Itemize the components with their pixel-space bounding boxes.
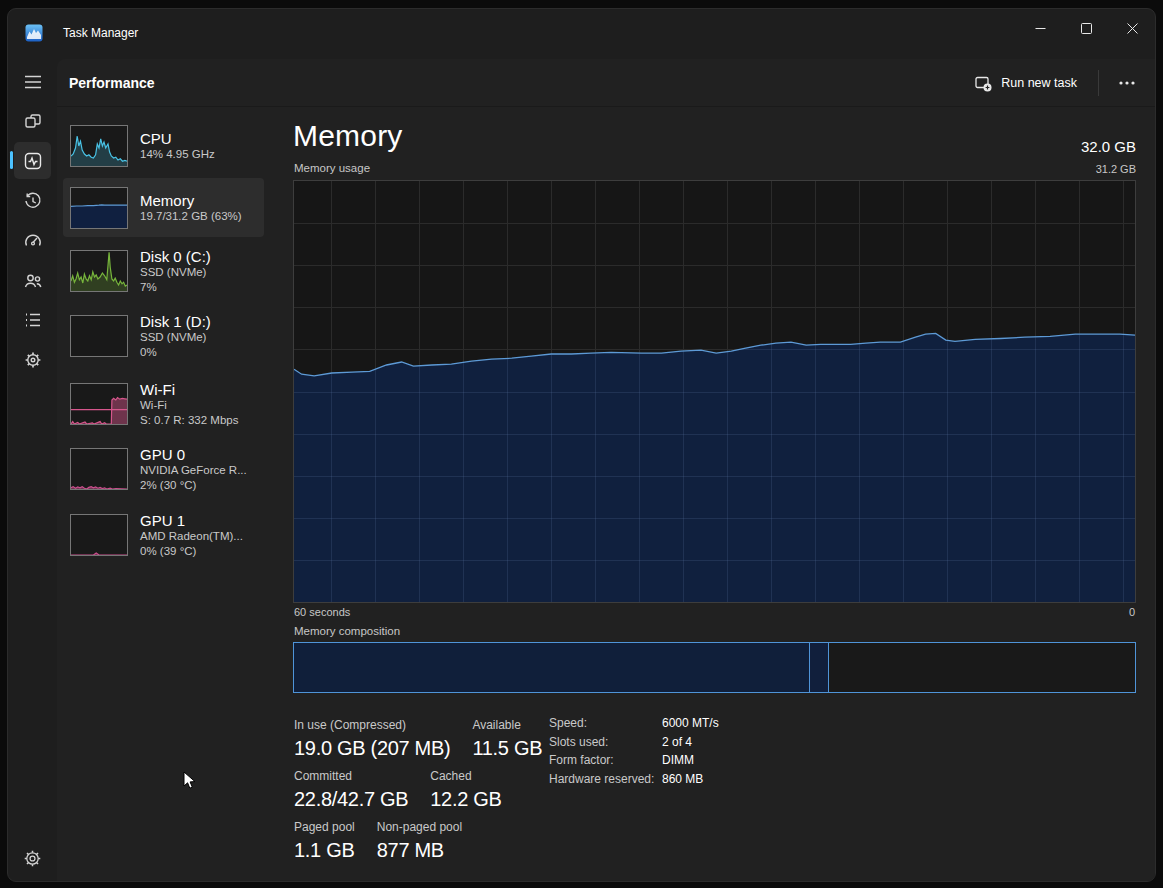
stat-available: Available11.5 GB bbox=[472, 718, 542, 761]
perf-item-sub: SSD (NVMe) bbox=[140, 330, 211, 345]
memory-title: Memory bbox=[293, 119, 403, 153]
perf-item-disk0[interactable]: Disk 0 (C:)SSD (NVMe)7% bbox=[63, 240, 264, 302]
memory-composition-bar[interactable] bbox=[293, 642, 1136, 693]
perf-item-title: Disk 1 (D:) bbox=[140, 313, 211, 330]
maximize-button[interactable] bbox=[1063, 9, 1109, 34]
stat-non-paged-pool: Non-paged pool877 MB bbox=[377, 820, 462, 863]
sidebar-item-details[interactable] bbox=[14, 301, 51, 338]
perf-item-sub: NVIDIA GeForce R... bbox=[140, 463, 247, 478]
composition-modified-segment bbox=[810, 643, 829, 692]
stat-cached: Cached12.2 GB bbox=[430, 769, 501, 812]
perf-item-title: Disk 0 (C:) bbox=[140, 248, 211, 265]
perf-item-sub: 0% bbox=[140, 345, 211, 360]
page-title: Performance bbox=[69, 59, 155, 107]
composition-in-use-segment bbox=[294, 643, 810, 692]
minimize-icon bbox=[1035, 23, 1046, 34]
graph-x-axis: 60 seconds 0 bbox=[294, 606, 1135, 618]
sidebar-item-startup-apps[interactable] bbox=[14, 222, 51, 259]
cpu-sparkline bbox=[70, 125, 128, 167]
perf-item-sub: 0% (39 °C) bbox=[140, 544, 243, 559]
content-panel: Performance Run new task bbox=[57, 59, 1155, 881]
hamburger-icon bbox=[24, 75, 42, 89]
sidebar-item-users[interactable] bbox=[14, 262, 51, 299]
sidebar-item-processes[interactable] bbox=[14, 103, 51, 140]
detail-speed: Speed:6000 MT/s bbox=[549, 717, 719, 730]
minimize-button[interactable] bbox=[1017, 9, 1063, 34]
perf-item-sub: S: 0.7 R: 332 Mbps bbox=[140, 413, 238, 428]
graph-scale-max: 31.2 GB bbox=[1096, 163, 1136, 175]
perf-item-title: Memory bbox=[140, 192, 242, 209]
titlebar: Task Manager bbox=[8, 9, 1155, 59]
x-axis-left-label: 60 seconds bbox=[294, 606, 350, 618]
performance-icon bbox=[23, 151, 43, 171]
sidebar-item-performance[interactable] bbox=[14, 142, 51, 179]
perf-item-gpu1[interactable]: GPU 1AMD Radeon(TM)...0% (39 °C) bbox=[63, 504, 264, 566]
memory-hardware-details: Speed:6000 MT/s Slots used:2 of 4 Form f… bbox=[549, 717, 719, 791]
gpu0-sparkline bbox=[70, 448, 128, 490]
perf-item-title: Wi-Fi bbox=[140, 381, 238, 398]
task-manager-window: Task Manager bbox=[7, 8, 1156, 882]
disk1-sparkline bbox=[70, 315, 128, 357]
details-list-icon bbox=[23, 310, 43, 330]
performance-list: CPU14% 4.95 GHz Memory19.7/31.2 GB (63%)… bbox=[63, 107, 264, 881]
desktop: { "window": { "title": "Task Manager" },… bbox=[0, 0, 1163, 888]
settings-gear-icon bbox=[23, 849, 42, 868]
perf-item-memory[interactable]: Memory19.7/31.2 GB (63%) bbox=[63, 178, 264, 237]
services-cog-icon bbox=[23, 350, 43, 370]
stat-in-use: In use (Compressed)19.0 GB (207 MB) bbox=[294, 718, 450, 761]
gpu1-sparkline bbox=[70, 514, 128, 556]
perf-item-sub: 14% 4.95 GHz bbox=[140, 147, 215, 162]
mouse-cursor bbox=[183, 771, 196, 790]
memory-usage-graph bbox=[293, 180, 1136, 603]
maximize-icon bbox=[1081, 23, 1092, 34]
memory-sparkline bbox=[70, 187, 128, 229]
perf-item-gpu0[interactable]: GPU 0NVIDIA GeForce R...2% (30 °C) bbox=[63, 438, 264, 500]
selected-indicator bbox=[10, 151, 13, 169]
stat-committed: Committed22.8/42.7 GB bbox=[294, 769, 408, 812]
disk0-sparkline bbox=[70, 250, 128, 292]
perf-item-sub: 19.7/31.2 GB (63%) bbox=[140, 209, 242, 224]
sidebar-item-app-history[interactable] bbox=[14, 182, 51, 219]
memory-panel: Memory 32.0 GB Memory usage 31.2 GB 60 s… bbox=[293, 59, 1136, 881]
perf-item-title: GPU 1 bbox=[140, 512, 243, 529]
perf-item-disk1[interactable]: Disk 1 (D:)SSD (NVMe)0% bbox=[63, 305, 264, 367]
stat-paged-pool: Paged pool1.1 GB bbox=[294, 820, 355, 863]
history-icon bbox=[23, 191, 43, 211]
close-icon bbox=[1127, 23, 1138, 34]
memory-total: 32.0 GB bbox=[1081, 138, 1136, 155]
x-axis-right-label: 0 bbox=[1129, 606, 1135, 618]
processes-icon bbox=[23, 112, 43, 132]
perf-item-title: GPU 0 bbox=[140, 446, 247, 463]
perf-item-wifi[interactable]: Wi-FiWi-FiS: 0.7 R: 332 Mbps bbox=[63, 373, 264, 435]
speedometer-icon bbox=[23, 231, 43, 251]
detail-slots: Slots used:2 of 4 bbox=[549, 736, 719, 749]
sidebar-item-services[interactable] bbox=[14, 341, 51, 378]
task-manager-app-icon bbox=[25, 24, 43, 42]
settings-button[interactable] bbox=[14, 840, 51, 877]
detail-form-factor: Form factor:DIMM bbox=[549, 754, 719, 767]
close-button[interactable] bbox=[1109, 9, 1155, 34]
detail-hw-reserved: Hardware reserved:860 MB bbox=[549, 773, 719, 786]
perf-item-cpu[interactable]: CPU14% 4.95 GHz bbox=[63, 118, 264, 174]
perf-item-sub: 7% bbox=[140, 280, 211, 295]
users-icon bbox=[23, 271, 43, 291]
perf-item-title: CPU bbox=[140, 130, 215, 147]
window-title: Task Manager bbox=[63, 20, 138, 46]
perf-item-sub: Wi-Fi bbox=[140, 398, 238, 413]
navigation-menu-button[interactable] bbox=[14, 63, 51, 100]
window-controls bbox=[1017, 9, 1155, 34]
wifi-sparkline bbox=[70, 383, 128, 425]
perf-item-sub: 2% (30 °C) bbox=[140, 478, 247, 493]
memory-composition-label: Memory composition bbox=[294, 625, 400, 637]
sidebar bbox=[8, 59, 57, 881]
memory-stats: In use (Compressed)19.0 GB (207 MB) Avai… bbox=[294, 718, 542, 871]
memory-usage-label: Memory usage bbox=[294, 162, 370, 174]
perf-item-sub: SSD (NVMe) bbox=[140, 265, 211, 280]
perf-item-sub: AMD Radeon(TM)... bbox=[140, 529, 243, 544]
